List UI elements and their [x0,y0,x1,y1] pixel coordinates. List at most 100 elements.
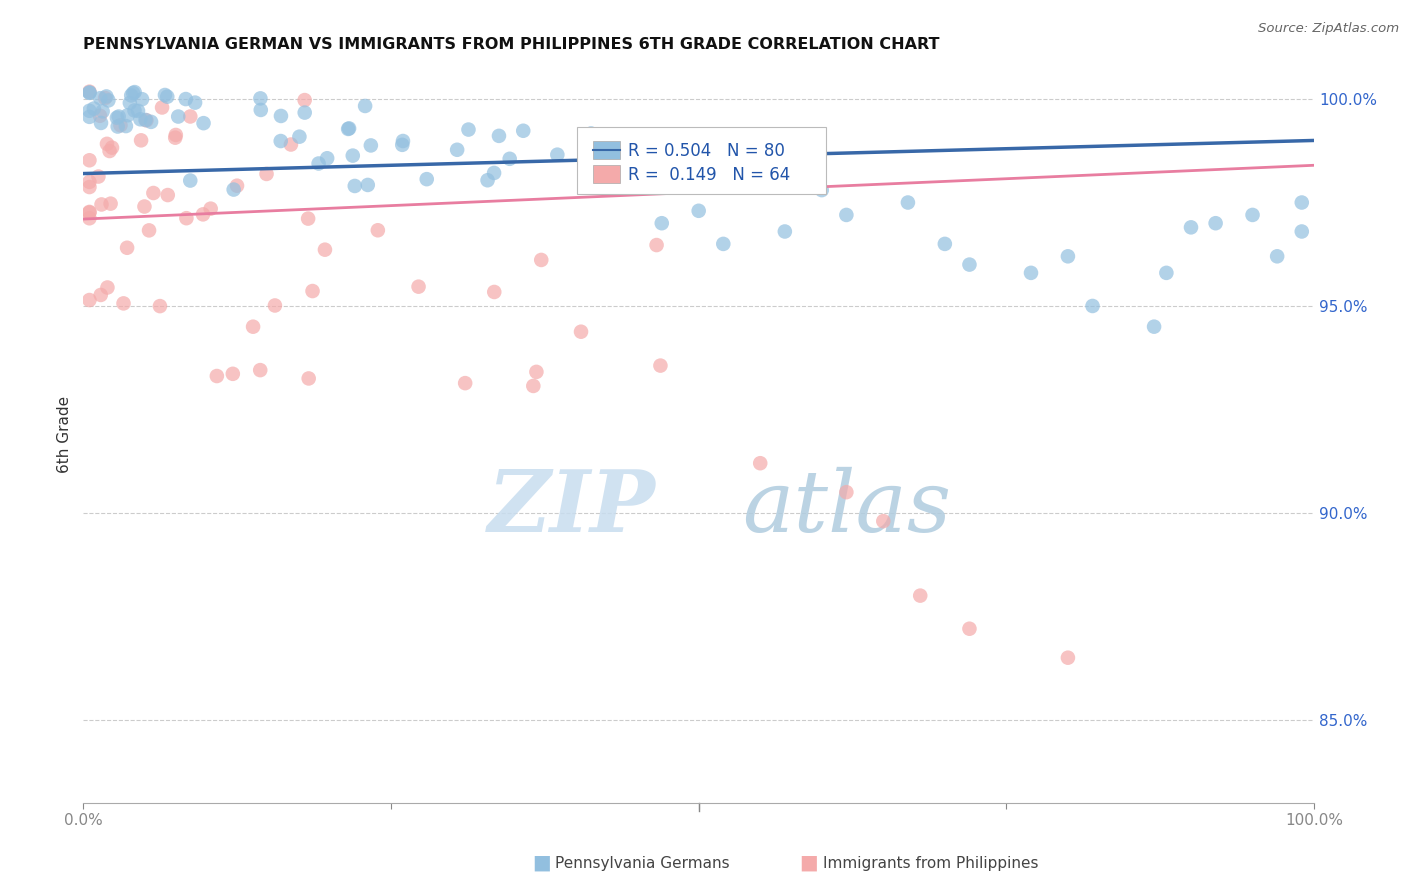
Point [270,109,292,123]
Point [87,169,110,184]
Point [205,369,228,384]
Point [200,202,222,216]
Point [392,134,415,148]
Point [897,195,920,210]
Point [249,91,271,105]
Point [650,359,672,373]
Point [179,173,201,187]
Point [129,112,152,127]
Point [90,116,112,130]
Point [120,88,142,103]
Point [79,103,101,118]
Point [1180,220,1202,235]
Point [477,173,499,187]
Point [314,243,336,257]
Point [872,514,894,528]
Point [1291,225,1313,239]
Point [115,119,138,133]
Point [579,127,602,141]
Point [1057,249,1080,263]
Point [298,371,321,385]
Point [79,86,101,100]
Point [522,379,544,393]
Point [139,115,162,129]
Point [645,238,668,252]
Point [149,299,172,313]
Point [1265,249,1288,263]
Point [118,95,141,110]
Point [499,152,522,166]
Point [167,110,190,124]
Point [179,110,201,124]
Text: ▪: ▪ [799,849,818,878]
Point [342,148,364,162]
Point [810,183,832,197]
Point [193,116,215,130]
Point [107,120,129,134]
Point [294,105,316,120]
Point [222,367,245,381]
Point [934,236,956,251]
Point [242,319,264,334]
Point [124,103,146,118]
Point [135,113,157,128]
Point [138,223,160,237]
Point [688,203,710,218]
Point [651,216,673,230]
Point [294,93,316,107]
Point [264,298,287,312]
Text: R =  0.149   N = 64: R = 0.149 N = 64 [628,167,790,185]
Point [96,280,118,294]
Point [156,89,179,103]
Point [79,211,101,226]
Point [908,589,931,603]
Point [153,87,176,102]
Point [288,129,311,144]
Point [1205,216,1227,230]
Point [142,186,165,200]
Y-axis label: 6th Grade: 6th Grade [58,396,72,473]
Point [191,207,214,221]
Point [354,99,377,113]
Point [773,225,796,239]
Text: R = 0.504   N = 80: R = 0.504 N = 80 [628,143,785,161]
Point [391,137,413,152]
Point [90,197,112,211]
Point [488,128,510,143]
Point [79,205,101,219]
Point [482,166,505,180]
Point [101,141,124,155]
Point [337,121,360,136]
Point [115,241,138,255]
Point [122,86,145,100]
Text: ZIP: ZIP [488,467,655,549]
Point [249,103,271,117]
Point [711,236,734,251]
Point [446,143,468,157]
Point [96,89,118,103]
Point [457,122,479,136]
Point [360,138,382,153]
Point [79,85,101,99]
Point [256,167,278,181]
Text: PENNSYLVANIA GERMAN VS IMMIGRANTS FROM PHILIPPINES 6TH GRADE CORRELATION CHART: PENNSYLVANIA GERMAN VS IMMIGRANTS FROM P… [83,37,939,53]
Point [131,92,153,106]
Point [367,223,389,237]
Point [546,147,568,161]
Point [1156,266,1178,280]
Text: atlas: atlas [742,467,950,549]
Point [165,128,187,142]
Point [1291,195,1313,210]
Point [408,279,430,293]
Point [484,285,506,299]
Point [297,211,319,226]
Point [150,100,173,114]
Point [97,94,120,108]
Point [107,110,129,124]
Point [79,180,101,194]
Point [174,92,197,106]
Point [176,211,198,226]
Point [156,188,179,202]
Point [90,288,112,302]
Point [1019,266,1042,280]
